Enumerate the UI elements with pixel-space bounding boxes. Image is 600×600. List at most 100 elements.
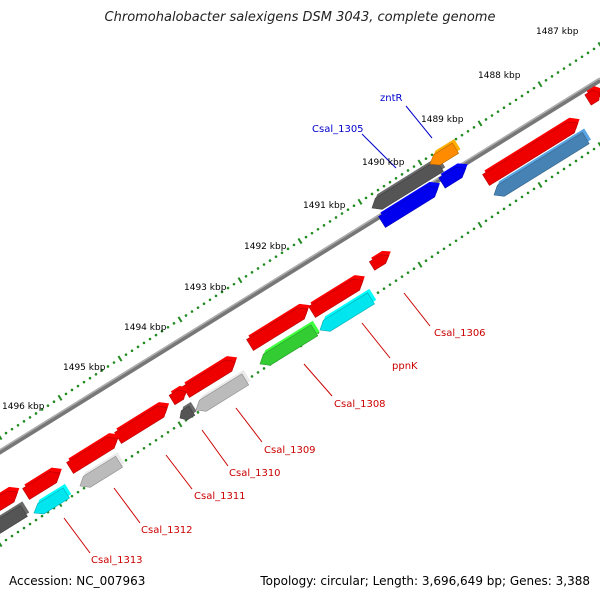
outer-ruler-major-tick	[357, 198, 363, 205]
outer-ruler-minor-tick	[154, 333, 158, 337]
outer-ruler-minor-tick	[166, 325, 170, 329]
inner-ruler-minor-tick	[28, 522, 32, 526]
outer-ruler-minor-tick	[310, 231, 314, 235]
inner-ruler-minor-tick	[394, 279, 398, 282]
gene-label-Csal_1310: Csal_1310	[229, 468, 281, 479]
outer-ruler-minor-tick	[394, 176, 398, 180]
accession-text: Accession: NC_007963	[9, 574, 146, 588]
gene-label-Csal_1306: Csal_1306	[434, 328, 486, 339]
gene-label-Csal_1311: Csal_1311	[194, 491, 246, 502]
inner-ruler-minor-tick	[568, 163, 572, 167]
outer-ruler-minor-tick	[4, 431, 8, 435]
inner-ruler-minor-tick	[460, 235, 464, 239]
outer-ruler-minor-tick	[10, 427, 14, 431]
outer-ruler-minor-tick	[502, 106, 506, 110]
outer-ruler-minor-tick	[136, 345, 140, 349]
inner-ruler-minor-tick	[412, 267, 416, 270]
leader-Csal_1310	[201, 429, 229, 467]
outer-ruler-major-tick	[537, 81, 543, 88]
inner-ruler-minor-tick	[142, 446, 146, 450]
inner-ruler-minor-tick	[556, 171, 560, 175]
outer-ruler-minor-tick	[526, 90, 530, 94]
outer-ruler-minor-tick	[106, 365, 110, 368]
outer-ruler-minor-tick	[430, 153, 434, 157]
outer-ruler-minor-tick	[382, 184, 386, 188]
gene-red-edge	[0, 486, 20, 512]
inner-ruler-minor-tick	[82, 486, 86, 490]
leader-Csal_1309	[235, 407, 263, 443]
outer-ruler-minor-tick	[466, 129, 470, 133]
leader-Csal_1311	[165, 454, 193, 490]
inner-ruler-minor-tick	[514, 199, 518, 203]
inner-ruler-minor-tick	[586, 151, 590, 155]
tick-label-1491: 1491 kbp	[303, 201, 346, 211]
backbone-highlight	[0, 77, 600, 451]
outer-ruler-minor-tick	[124, 353, 128, 356]
label-leaders	[63, 105, 433, 554]
gene-red-mid-3	[182, 356, 238, 398]
outer-ruler-minor-tick	[208, 298, 212, 302]
outer-ruler-minor-tick	[388, 180, 392, 184]
tick-labels: 1487 kbp 1488 kbp 1489 kbp 1490 kbp 1491…	[2, 27, 579, 412]
gene-red-small	[168, 385, 188, 406]
inner-ruler-minor-tick	[532, 187, 536, 191]
gene-steel-top	[493, 128, 592, 197]
outer-ruler-minor-tick	[34, 412, 38, 415]
outer-ruler-minor-tick	[520, 94, 524, 98]
inner-ruler-minor-tick	[472, 227, 476, 231]
outer-ruler-minor-tick	[52, 400, 56, 404]
outer-ruler-minor-tick	[334, 216, 338, 219]
leader-Csal_1313	[63, 517, 91, 554]
inner-ruler-minor-tick	[148, 442, 152, 446]
gene-blue-1	[378, 181, 440, 228]
inner-ruler-minor-tick	[136, 450, 140, 454]
inner-ruler-minor-tick	[574, 159, 578, 163]
outer-ruler-minor-tick	[196, 306, 200, 309]
outer-ruler-minor-tick	[250, 271, 254, 274]
outer-ruler-minor-tick	[130, 349, 134, 353]
gene-red-top	[482, 117, 580, 186]
outer-ruler-minor-tick	[424, 157, 428, 160]
inner-ruler-minor-tick	[376, 291, 380, 294]
gene-red-mid-2	[246, 303, 310, 351]
outer-ruler-minor-tick	[262, 263, 266, 266]
backbone-line	[0, 77, 600, 455]
outer-ruler-minor-tick	[316, 227, 320, 231]
outer-ruler-minor-tick	[472, 126, 476, 129]
inner-ruler-minor-tick	[490, 215, 494, 219]
inner-ruler-minor-tick	[502, 207, 506, 211]
genome-summary-text: Topology: circular; Length: 3,696,649 bp…	[260, 574, 590, 588]
inner-ruler-minor-tick	[154, 438, 158, 442]
outer-ruler-minor-tick	[220, 290, 224, 294]
outer-ruler-minor-tick	[586, 51, 590, 55]
inner-ruler-minor-tick	[448, 243, 452, 247]
leader-ppnK	[361, 322, 391, 359]
inner-ruler-minor-tick	[34, 518, 38, 522]
outer-ruler-minor-tick	[244, 274, 248, 278]
outer-ruler-minor-tick	[292, 243, 296, 247]
map-title: Chromohalobacter salexigens DSM 3043, co…	[104, 10, 496, 25]
inner-ruler-minor-tick	[76, 490, 80, 494]
outer-ruler-major-tick	[477, 120, 483, 127]
outer-ruler-minor-tick	[550, 75, 554, 78]
inner-ruler-minor-tick	[466, 231, 470, 235]
inner-ruler-minor-tick	[508, 203, 512, 207]
tick-label-1489: 1489 kbp	[421, 115, 464, 125]
inner-ruler-minor-tick	[592, 147, 596, 151]
outer-ruler-minor-tick	[370, 192, 374, 196]
outer-ruler-minor-tick	[490, 114, 494, 117]
outer-ruler-major-tick	[297, 237, 303, 245]
inner-ruler-minor-tick	[544, 179, 548, 183]
leader-Csal_1308	[303, 363, 333, 397]
outer-ruler-minor-tick	[172, 322, 176, 325]
leader-Csal_1305	[361, 133, 397, 169]
tick-label-1494: 1494 kbp	[124, 323, 167, 333]
gene-red-corner	[584, 86, 600, 106]
gene-labels: zntR Csal_1305 Csal_1306 ppnK Csal_1308 …	[91, 93, 486, 566]
gene-Csal_1310	[179, 401, 197, 421]
outer-ruler-major-tick	[597, 41, 600, 47]
outer-ruler-minor-tick	[592, 47, 596, 51]
inner-ruler-major-tick	[0, 542, 3, 548]
outer-ruler-major-tick	[57, 394, 63, 401]
inner-ruler-major-tick	[417, 261, 423, 268]
